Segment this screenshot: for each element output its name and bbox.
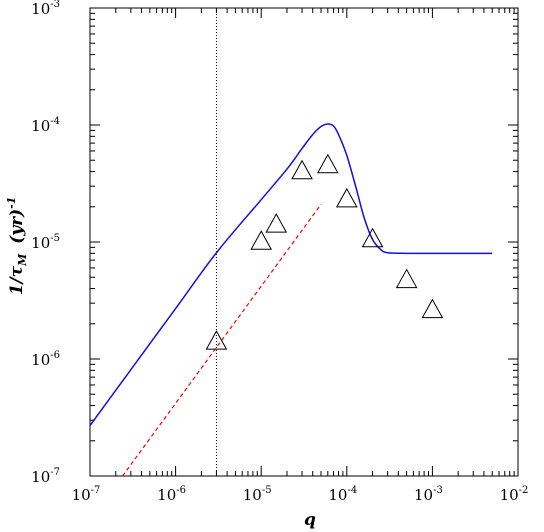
y-tick-label: 10-5 (31, 233, 60, 252)
blue-solid-curve (89, 123, 493, 426)
y-tick-label: 10-4 (31, 116, 60, 135)
tick-labels: 10-7 10-6 10-5 10-4 10-3 10-2 10-7 10-6 10-5 10-4… (31, 0, 528, 504)
y-tick-label: 10-3 (31, 0, 60, 18)
triangle-markers (205, 153, 444, 350)
axis-ticks (89, 8, 518, 477)
x-tick-label: 10-5 (243, 485, 272, 504)
x-axis-label: q (304, 510, 316, 530)
y-tick-label: 10-7 (31, 467, 60, 486)
x-tick-label: 10-3 (414, 485, 443, 504)
triangle-marker (205, 330, 228, 350)
y-label-subscript: M (16, 253, 29, 267)
triangle-marker (361, 227, 384, 248)
x-tick-label: 10-2 (500, 485, 529, 504)
y-tick-label: 10-6 (31, 350, 60, 369)
triangle-marker (335, 187, 358, 208)
triangle-marker (265, 213, 288, 233)
x-tick-label: 10-4 (328, 485, 357, 504)
x-tick-label: 10-7 (72, 485, 101, 504)
svg-text:1/τM(yr)-1: 1/τM (yr)-1 (5, 197, 29, 296)
plot-frame (89, 7, 519, 477)
triangle-marker (316, 153, 339, 174)
y-axis-label: 1/τM (yr)-1 (5, 197, 29, 296)
triangle-marker (291, 159, 313, 180)
triangle-marker (421, 298, 444, 319)
y-label-exponent: -1 (5, 197, 18, 209)
triangle-marker (395, 268, 418, 289)
x-tick-label: 10-6 (157, 485, 186, 504)
y-label-suffix: (yr) (7, 209, 27, 244)
y-label-prefix: 1/τ (7, 265, 27, 295)
triangle-marker (250, 230, 273, 250)
